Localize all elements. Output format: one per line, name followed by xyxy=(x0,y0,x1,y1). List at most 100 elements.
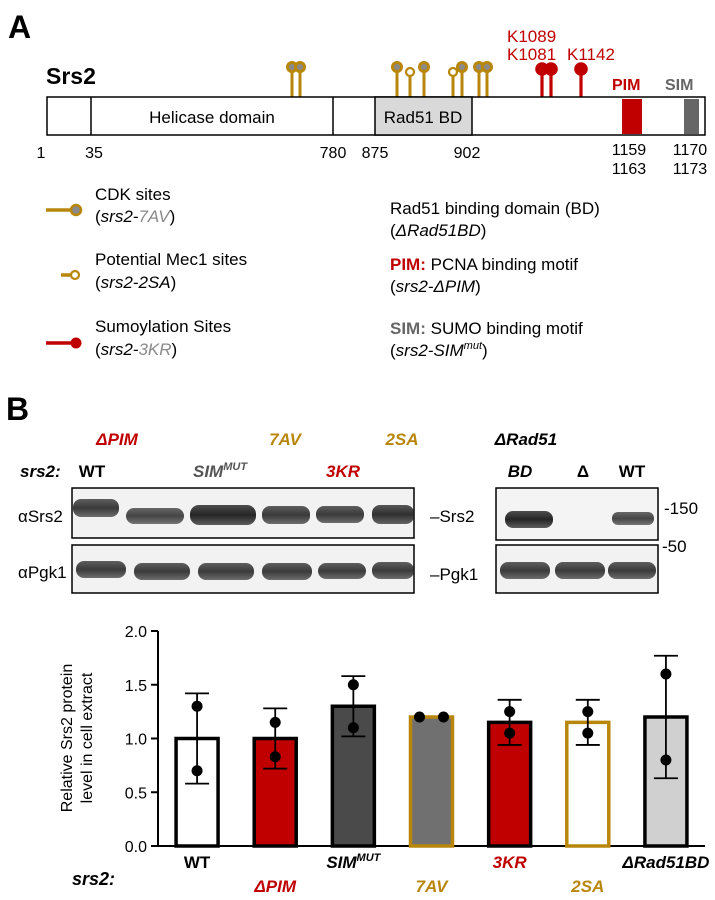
lane-header-rad51: ΔRad51 xyxy=(494,430,557,449)
mec1-site-markers xyxy=(404,66,459,97)
data-point xyxy=(414,711,425,723)
lane-header-wt: WT xyxy=(79,462,106,481)
lane-header-sim: SIMMUT xyxy=(193,461,248,481)
blot-genotype-label: srs2: xyxy=(20,462,61,481)
data-point xyxy=(269,716,281,728)
cdk-site-marker xyxy=(481,61,493,97)
position-1163: 1163 xyxy=(612,161,647,178)
x-tick-label: 2SA xyxy=(570,877,604,896)
sumo-site-marker xyxy=(544,62,558,97)
legend-pim: PIM: PCNA binding motif xyxy=(390,255,578,274)
lane-header-3kr: 3KR xyxy=(326,462,361,481)
y-tick-label: 1.5 xyxy=(125,678,147,695)
band-label-srs2-left: –Srs2 xyxy=(430,507,474,526)
blot-srs2-right xyxy=(495,487,659,541)
site-label-k1142: K1142 xyxy=(567,45,615,64)
position-780: 780 xyxy=(320,145,347,162)
lane-header-pim: ΔPIM xyxy=(95,430,138,449)
x-tick-label: 7AV xyxy=(416,877,449,896)
x-tick-label: 3KR xyxy=(493,853,528,872)
legend-mec1-title: Potential Mec1 sites xyxy=(95,250,247,269)
data-point xyxy=(191,765,203,777)
lane-header-2sa: 2SA xyxy=(384,430,418,449)
sim-label: SIM xyxy=(665,77,693,94)
legend-sumo-title: Sumoylation Sites xyxy=(95,317,231,336)
pim-domain xyxy=(622,99,642,134)
data-point xyxy=(347,722,359,734)
blot-srs2-left xyxy=(71,487,415,539)
site-label-k1089: K1089 xyxy=(507,27,556,46)
x-tick-label: SIMMUT xyxy=(326,852,381,872)
cdk-site-marker xyxy=(391,61,403,97)
blot-row-label-srs2: αSrs2 xyxy=(18,507,63,526)
cdk-site-marker xyxy=(456,61,468,97)
position-902: 902 xyxy=(454,145,481,162)
legend-cdk-mutant: (srs2-7AV) xyxy=(95,207,175,226)
mec1-site-marker xyxy=(447,66,459,97)
data-point xyxy=(438,711,449,723)
position-875: 875 xyxy=(362,145,389,162)
mec1-legend-icon xyxy=(69,269,81,281)
cdk-site-markers xyxy=(286,61,493,97)
data-point xyxy=(347,679,359,691)
site-label-k1081: K1081 xyxy=(507,45,556,64)
x-tick-label: ΔRad51BD xyxy=(621,853,709,872)
panel-a-letter: A xyxy=(8,9,31,45)
data-point xyxy=(504,706,516,718)
rad51-bd-label: Rad51 BD xyxy=(384,108,462,127)
legend-rad51-title: Rad51 binding domain (BD) xyxy=(390,199,600,218)
x-tick-label: ΔPIM xyxy=(253,877,296,896)
y-axis-label: Relative Srs2 protein xyxy=(59,664,76,813)
band-label-pgk1-left: –Pgk1 xyxy=(430,565,478,584)
cdk-legend-icon xyxy=(69,203,83,217)
panel-b-letter: B xyxy=(6,391,29,427)
marker-50: -50 xyxy=(662,537,687,556)
cdk-site-marker xyxy=(418,61,430,97)
legend-sumo-mutant: (srs2-3KR) xyxy=(95,340,177,359)
y-axis-label: level in cell extract xyxy=(79,672,96,803)
lane-header-delta: Δ xyxy=(577,462,589,481)
rad51-bd-domain xyxy=(374,96,473,136)
lane-header-7av: 7AV xyxy=(269,430,302,449)
cdk-site-marker xyxy=(294,61,306,97)
y-tick-label: 2.0 xyxy=(125,624,147,641)
y-tick-label: 1.0 xyxy=(125,732,147,749)
protein-name: Srs2 xyxy=(46,63,96,89)
legend-sumo: Sumoylation Sites (srs2-3KR) xyxy=(46,317,231,359)
mec1-site-marker xyxy=(404,66,416,97)
legend-sim-mutant: (srs2-SIMmut) xyxy=(390,340,488,360)
legend-mec1: Potential Mec1 sites (srs2-2SA) xyxy=(61,250,247,292)
lane-header-rad51-bd: BD xyxy=(508,462,533,481)
x-axis-label: srs2: xyxy=(72,869,115,889)
protein-diagram xyxy=(46,96,706,136)
position-1: 1 xyxy=(37,145,46,162)
bar-chart: 0.0 0.5 1.0 1.5 2.0 Relative Srs2 protein leve… xyxy=(59,624,709,896)
sumo-legend-icon xyxy=(70,337,82,349)
position-35: 35 xyxy=(85,145,103,162)
data-point xyxy=(269,751,281,763)
legend-rad51-mutant: (ΔRad51BD) xyxy=(390,221,486,240)
position-1170: 1170 xyxy=(673,142,708,159)
bar xyxy=(408,715,455,848)
data-point xyxy=(582,706,594,718)
helicase-domain-label: Helicase domain xyxy=(149,108,275,127)
blot-pgk1-right xyxy=(495,544,659,594)
data-point xyxy=(660,754,672,766)
sumo-site-marker xyxy=(574,62,588,97)
data-point xyxy=(582,727,594,739)
y-tick-label: 0.0 xyxy=(125,839,147,856)
pim-label: PIM xyxy=(612,77,640,94)
y-tick-label: 0.5 xyxy=(125,785,147,802)
sim-domain xyxy=(684,99,699,134)
blot-row-label-pgk1: αPgk1 xyxy=(18,563,67,582)
data-point xyxy=(191,700,203,712)
legend-cdk: CDK sites (srs2-7AV) xyxy=(46,185,175,226)
data-point xyxy=(504,727,516,739)
data-point xyxy=(660,668,672,680)
position-numbers: 1 35 780 875 902 1159 1163 1170 1173 xyxy=(37,142,708,178)
legend-pim-mutant: (srs2-ΔPIM) xyxy=(390,277,481,296)
legend-cdk-title: CDK sites xyxy=(95,185,171,204)
lane-header-wt2: WT xyxy=(619,462,646,481)
blot-pgk1-left xyxy=(71,544,415,594)
position-1173: 1173 xyxy=(673,161,708,178)
